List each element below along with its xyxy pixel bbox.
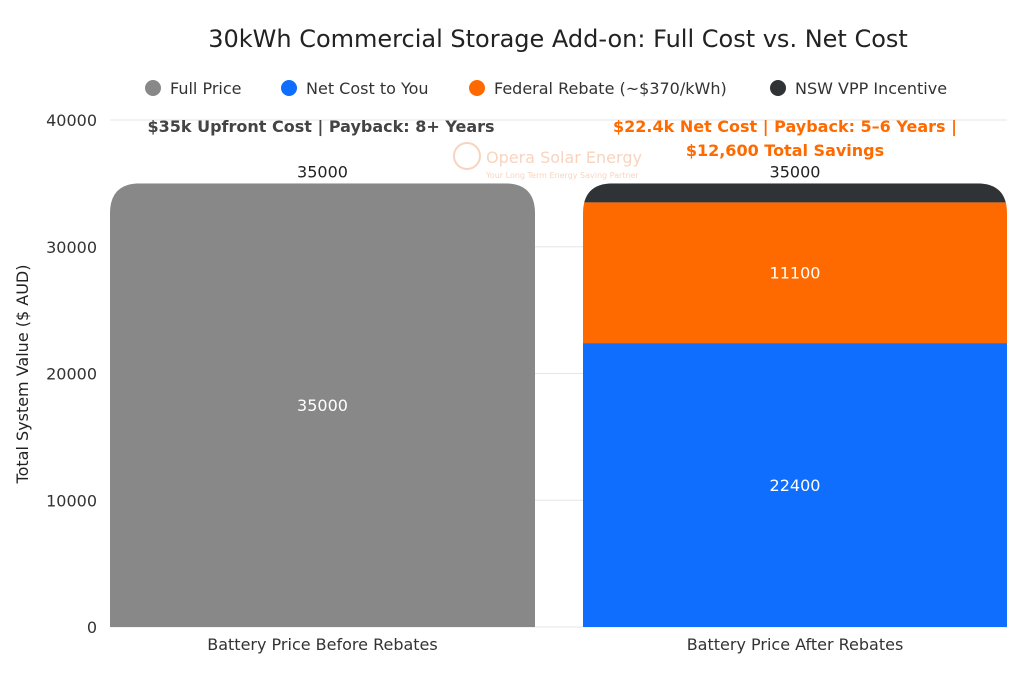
bar-stack	[110, 183, 535, 627]
legend-label: Federal Rebate (~$370/kWh)	[494, 79, 727, 98]
watermark: Opera Solar Energy Your Long Term Energy…	[453, 142, 642, 180]
legend-label: Full Price	[170, 79, 241, 98]
total-label: 35000	[297, 162, 348, 181]
bar-segment	[583, 183, 1007, 203]
total-label: 35000	[770, 162, 821, 181]
bar-segment	[583, 202, 1007, 344]
y-axis-label: Total System Value ($ AUD)	[13, 265, 32, 485]
x-tick-label: Battery Price Before Rebates	[207, 635, 437, 654]
bar-segment	[583, 343, 1007, 627]
legend-marker	[770, 80, 786, 96]
legend-marker	[145, 80, 161, 96]
bars: 35000 35000 Battery Price Before Rebates $3…	[110, 117, 1007, 654]
legend: Full Price Net Cost to You Federal Rebate …	[145, 79, 947, 98]
legend-marker	[469, 80, 485, 96]
y-tick-label: 20000	[46, 365, 97, 384]
annotation: $22.4k Net Cost | Payback: 5–6 Years |	[613, 117, 957, 137]
legend-label: Net Cost to You	[306, 79, 429, 98]
data-label: 11100	[770, 264, 821, 283]
x-tick-label: Battery Price After Rebates	[687, 635, 904, 654]
logo-sun-icon	[453, 142, 481, 170]
y-tick-label: 10000	[46, 491, 97, 510]
watermark-name: Opera Solar Energy	[486, 148, 642, 167]
y-tick-label: 30000	[46, 238, 97, 257]
legend-marker	[281, 80, 297, 96]
legend-label: NSW VPP Incentive	[795, 79, 947, 98]
watermark-tagline: Your Long Term Energy Saving Partner	[485, 171, 639, 180]
data-label: 35000	[297, 396, 348, 415]
annotation: $35k Upfront Cost | Payback: 8+ Years	[147, 117, 494, 137]
y-tick-label: 0	[87, 618, 97, 637]
chart-title: 30kWh Commercial Storage Add-on: Full Co…	[208, 25, 908, 53]
bar-segment	[110, 183, 535, 627]
data-label: 22400	[770, 476, 821, 495]
y-tick-label: 40000	[46, 111, 97, 130]
bar-stack	[583, 183, 1007, 627]
annotation: $12,600 Total Savings	[686, 141, 884, 160]
